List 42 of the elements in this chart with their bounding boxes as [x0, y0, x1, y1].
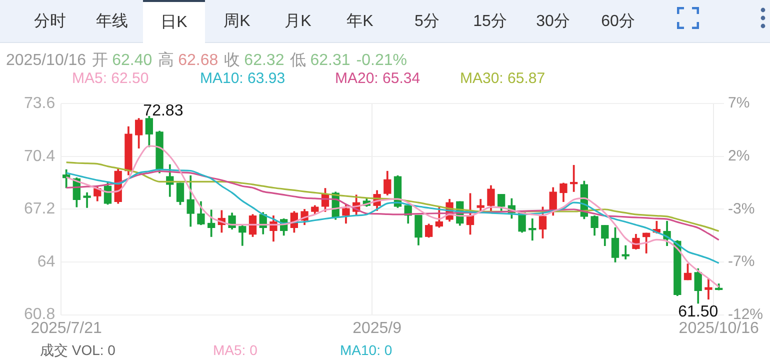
annotation: 61.50	[678, 304, 718, 321]
text: MA10: 63.93	[200, 70, 286, 87]
text: 周K	[222, 12, 252, 32]
x-tick-label: 2025/9	[352, 320, 402, 337]
text: 30分	[535, 12, 571, 32]
text: 62.40	[112, 52, 152, 69]
text: 2025/10/16	[6, 52, 86, 69]
text: 成交 VOL: 0	[40, 342, 116, 360]
text: 62.32	[244, 52, 284, 69]
y2-tick-label: 2%	[728, 148, 750, 165]
text: MA5: 62.50	[72, 70, 149, 87]
text: 高	[158, 52, 174, 69]
text: -0.21%	[356, 52, 407, 69]
line-series	[66, 170, 720, 241]
y2-tick-label: -7%	[728, 253, 755, 270]
text: 月K	[284, 12, 312, 32]
candlestick	[83, 192, 91, 208]
line-series	[66, 162, 720, 232]
text: 60分	[600, 12, 636, 32]
text: 62.68	[178, 52, 218, 69]
text: 收	[224, 52, 240, 69]
text: MA20: 65.34	[335, 70, 420, 87]
y-tick-label: 67.2	[24, 200, 56, 218]
text: 开	[92, 52, 108, 69]
y2-tick-label: 7%	[728, 94, 750, 112]
text: 15分	[472, 12, 508, 32]
text: 62.31	[310, 52, 350, 69]
text: 日K	[143, 0, 205, 43]
line-series	[66, 168, 720, 264]
text: 5分	[414, 12, 440, 32]
y-tick-label: 70.4	[24, 148, 56, 165]
text: 分时	[33, 12, 67, 32]
text: 年线	[95, 12, 129, 32]
y2-tick-label: -3%	[728, 200, 755, 218]
text: MA10: 0	[340, 342, 392, 358]
y-tick-label: 64	[37, 253, 56, 270]
text: MA5: 0	[213, 342, 258, 358]
text: 低	[290, 52, 306, 69]
y-tick-label: 73.6	[24, 95, 56, 112]
text: 年K	[346, 12, 374, 32]
text: MA30: 65.87	[460, 70, 546, 87]
annotation: 72.83	[143, 102, 184, 120]
